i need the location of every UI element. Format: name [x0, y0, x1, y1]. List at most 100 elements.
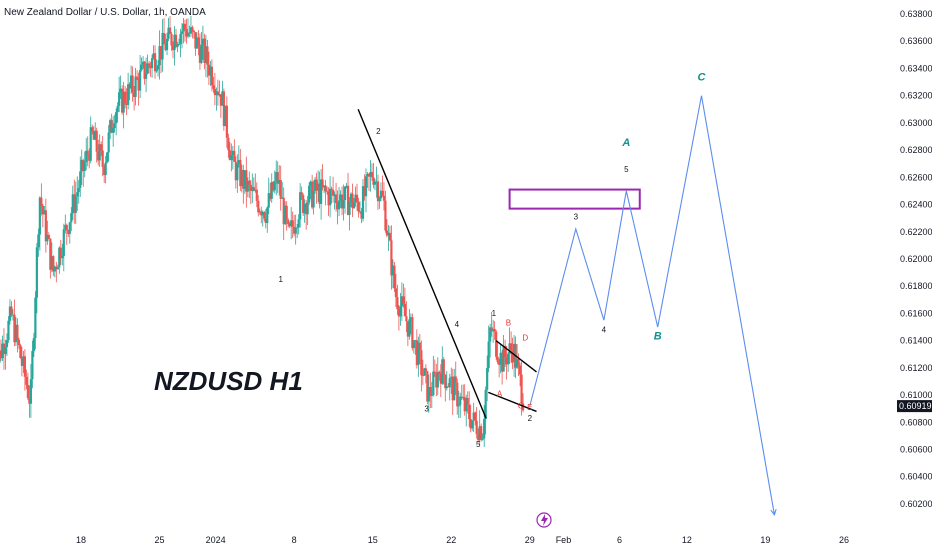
- candle-body: [285, 205, 288, 220]
- candle-body: [297, 219, 300, 228]
- candle-body: [43, 210, 46, 215]
- candle-body: [170, 33, 173, 46]
- candle-body: [203, 38, 206, 63]
- candle-body: [504, 345, 507, 358]
- candle-body: [56, 267, 59, 270]
- price-tick-label: 0.61800: [900, 281, 932, 291]
- date-tick-label: 8: [292, 535, 297, 545]
- candle-body: [334, 194, 338, 204]
- date-tick-label: 6: [617, 535, 622, 545]
- candle-body: [354, 194, 357, 203]
- trendline: [495, 340, 537, 373]
- candle-body: [89, 127, 92, 161]
- candle-body: [460, 396, 463, 399]
- candle-body: [325, 191, 329, 193]
- candle-body: [290, 220, 293, 227]
- wave-label: 2: [376, 127, 381, 136]
- candle-body: [191, 27, 194, 31]
- candle-body: [109, 120, 112, 133]
- candle-body: [408, 319, 411, 337]
- candle-body: [255, 189, 258, 201]
- candle-body: [88, 154, 91, 161]
- candle-body: [331, 189, 335, 196]
- price-tick-label: 0.61400: [900, 336, 932, 346]
- candle-body: [496, 356, 499, 362]
- candle-body: [127, 84, 130, 105]
- candle-body: [266, 207, 269, 224]
- candle-body: [5, 340, 9, 348]
- candle-body: [68, 222, 71, 234]
- candle-body: [189, 27, 193, 34]
- candle-body: [300, 192, 303, 196]
- candle-body: [95, 130, 98, 152]
- candle-body: [293, 226, 296, 234]
- candle-body: [481, 438, 484, 440]
- candle-body: [465, 397, 468, 412]
- candle-body: [490, 327, 493, 332]
- candle-body: [73, 194, 76, 213]
- candle-body: [454, 376, 457, 383]
- candle-body: [406, 321, 409, 337]
- candle-body: [478, 426, 481, 441]
- candle-body: [420, 350, 423, 376]
- candle-body: [426, 371, 429, 402]
- candle-body: [414, 340, 417, 342]
- candle-body: [40, 197, 43, 206]
- candle-body: [156, 65, 160, 70]
- wave-label: 4: [455, 320, 460, 329]
- candle-body: [267, 193, 270, 208]
- wave-label: A: [497, 389, 503, 398]
- candle-body: [312, 190, 315, 208]
- candle-body: [136, 76, 139, 79]
- wave-label: 4: [602, 325, 607, 334]
- candle-body: [131, 75, 134, 93]
- candle-body: [159, 46, 163, 60]
- candle-body: [421, 375, 424, 377]
- candle-body: [302, 195, 305, 214]
- candle-body: [351, 193, 354, 209]
- candle-body: [161, 32, 164, 60]
- candle-body: [252, 187, 255, 191]
- candle-body: [378, 198, 381, 202]
- price-axis[interactable]: 0.63800 0.63600 0.63400 0.63200 0.63000 0.628…: [897, 9, 932, 509]
- candle-body: [71, 194, 74, 214]
- candle-body: [489, 327, 492, 342]
- candle-body: [379, 190, 383, 199]
- price-tick-label: 0.63200: [900, 91, 932, 101]
- date-tick-label: 22: [446, 535, 456, 545]
- candle-body: [294, 227, 297, 234]
- candle-body: [31, 351, 34, 380]
- candle-body: [384, 200, 387, 231]
- candle-body: [397, 309, 400, 317]
- candle-body: [74, 196, 77, 213]
- candle-body: [188, 32, 191, 34]
- candle-body: [492, 328, 495, 332]
- candle-body: [17, 339, 21, 346]
- symbol-title: New Zealand Dollar / U.S. Dollar, 1h, OA…: [4, 7, 206, 18]
- candle-body: [459, 396, 462, 406]
- candle-body: [260, 211, 263, 216]
- trendline: [488, 391, 537, 413]
- candle-body: [333, 194, 336, 196]
- candle-body: [121, 88, 124, 113]
- candle-body: [35, 247, 38, 298]
- candle-body: [79, 171, 82, 189]
- candle-body: [101, 150, 104, 167]
- candle-body: [143, 61, 146, 79]
- candle-body: [248, 180, 251, 185]
- candle-body: [323, 185, 326, 188]
- candle-body: [26, 384, 29, 399]
- events-icon[interactable]: [536, 512, 552, 528]
- candle-body: [402, 296, 405, 304]
- wave-label: 1: [492, 309, 497, 318]
- candle-body: [314, 179, 317, 191]
- candle-body: [511, 350, 514, 363]
- candle-body: [233, 150, 236, 162]
- candle-body: [209, 66, 212, 76]
- candle-body: [520, 374, 523, 404]
- date-tick-label: 26: [839, 535, 849, 545]
- time-axis[interactable]: 18 25 2024 8 15 22 29 Feb 6 12 19 26: [76, 535, 849, 545]
- wave-label: 5: [476, 440, 481, 449]
- candle-body: [59, 247, 62, 259]
